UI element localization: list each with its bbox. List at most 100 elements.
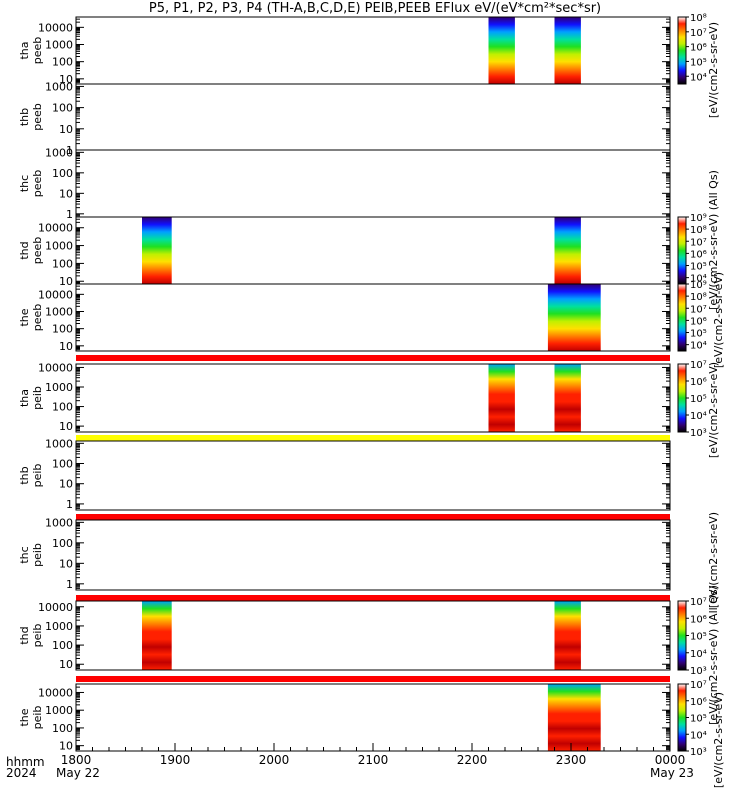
panel-frame-thc-peib	[75, 519, 671, 591]
colorbar-tick-the-peib-1: 10⁴	[690, 730, 707, 741]
y-tick-label-thd-peeb-0: 10	[59, 275, 73, 288]
panel-frame-thc-peeb	[75, 149, 671, 218]
panel-label-product-thc-peib: peib	[31, 543, 44, 567]
panel-label-probe-the-peeb: the	[18, 308, 31, 326]
y-tick-label-the-peeb-0: 10	[59, 340, 73, 353]
colorbar-tick-the-peib-4: 10⁷	[690, 680, 707, 691]
panel-thd-peib: 10 100 1000 10000 thd peib	[18, 600, 671, 671]
panel-tha-peeb: 10 100 1000 10000 tha peeb	[18, 16, 671, 86]
y-tick-label-tha-peib-3: 10000	[38, 361, 73, 374]
panel-label-product-thc-peeb: peeb	[31, 170, 44, 198]
panel-label-product-thd-peib: peib	[31, 624, 44, 648]
panel-label-product-tha-peib: peib	[31, 386, 44, 410]
colorbar-tick-thd-peib-3: 10⁶	[690, 614, 707, 625]
y-tick-label-the-peib-1: 100	[52, 722, 73, 735]
colorbar-tick-thd-peeb-3: 10⁷	[690, 237, 707, 248]
panel-label-product-the-peib: peib	[31, 706, 44, 730]
page-title: P5, P1, P2, P3, P4 (TH-A,B,C,D,E) PEIB,P…	[148, 1, 602, 16]
y-tick-label-the-peeb-3: 10000	[38, 288, 73, 301]
y-tick-label-tha-peeb-1: 100	[52, 56, 73, 69]
x-tick-label-5: 2300	[556, 753, 587, 767]
colorbar-tick-the-peeb-1: 10⁵	[690, 329, 707, 340]
colorbar-title-2: [eV/(cm2-s-sr-eV)	[712, 272, 725, 368]
y-tick-label-the-peeb-1: 100	[52, 323, 73, 336]
y-tick-label-the-peeb-2: 1000	[45, 306, 73, 319]
flag-bar-thd-peib	[76, 676, 670, 682]
panel-label-probe-thd-peeb: thd	[18, 241, 31, 259]
panel-tha-peib: 10 100 1000 10000 tha peib	[18, 361, 671, 433]
y-tick-label-thc-peib-2: 100	[52, 537, 73, 550]
colorbar-tick-thd-peeb-4: 10⁸	[690, 225, 707, 236]
data-interval-thd-peib-0	[142, 601, 172, 670]
colorbar-tick-thd-peib-0: 10³	[690, 666, 707, 677]
x-tick-label-6: 0000	[655, 753, 686, 767]
time-row-label-hhmm: hhmm	[6, 755, 45, 769]
panel-label-probe-thd-peib: thd	[18, 626, 31, 644]
colorbar-tick-thd-peib-2: 10⁵	[690, 632, 707, 643]
data-interval-tha-peeb-1	[554, 17, 581, 84]
y-tick-label-tha-peeb-3: 10000	[38, 21, 73, 34]
data-interval-the-peeb-0	[547, 284, 601, 351]
y-tick-label-thb-peib-2: 100	[52, 458, 73, 471]
colorbars-layer: 10⁴10⁵10⁶10⁷10⁸10⁴10⁵10⁶10⁷10⁸10⁹10⁴10⁵1…	[677, 13, 707, 758]
panel-the-peib: 10 100 1000 10000 the peib	[18, 683, 671, 753]
time-row-label-year: 2024	[6, 766, 37, 780]
y-tick-label-thb-peeb-1: 10	[59, 123, 73, 136]
colorbar-title-1: [eV/(cm2-s-sr-eV) (All Qs)	[707, 170, 720, 310]
colorbar-tick-tha-peib-3: 10⁶	[690, 377, 707, 388]
colorbar-the-peib: 10³ 10⁴ 10⁵ 10⁶ 10⁷	[677, 680, 707, 758]
data-interval-thd-peib-1	[554, 601, 581, 670]
panel-thc-peeb: 1 10 100 1000 thc peeb	[18, 146, 671, 221]
colorbar-tick-tha-peib-2: 10⁵	[690, 394, 707, 405]
colorbar-title-0: [eV/(cm2-s-sr-eV)	[707, 22, 720, 118]
y-tick-label-thb-peeb-0: 1	[66, 144, 73, 157]
y-tick-label-thc-peeb-1: 10	[59, 187, 73, 200]
colorbar-title-5: [eV/(cm2-s-sr-eV) (All Qs)	[707, 585, 720, 725]
colorbar-title-4: [eV/(cm2-s-sr-eV)	[707, 512, 720, 608]
panel-label-probe-the-peib: the	[18, 708, 31, 726]
x-tick-label-0: 1800	[61, 753, 92, 767]
colorbar-tick-tha-peeb-4: 10⁸	[690, 13, 707, 24]
panel-label-product-tha-peeb: peeb	[31, 37, 44, 65]
colorbar-tick-tha-peeb-2: 10⁶	[690, 43, 707, 54]
y-tick-label-thb-peeb-2: 100	[52, 102, 73, 115]
colorbar-tick-tha-peeb-1: 10⁵	[690, 57, 707, 68]
panel-thb-peib: 1 10 100 1000 thb peib	[18, 437, 671, 511]
y-tick-label-thd-peib-0: 10	[59, 658, 73, 671]
y-tick-label-tha-peib-1: 100	[52, 401, 73, 414]
date-start-label: May 22	[56, 766, 100, 780]
colorbar-tick-the-peeb-4: 10⁸	[690, 292, 707, 303]
y-tick-label-tha-peeb-0: 10	[59, 73, 73, 86]
data-interval-tha-peib-0	[488, 364, 515, 432]
colorbar-tick-tha-peib-1: 10⁴	[690, 411, 707, 422]
panel-thb-peeb: 1 10 100 1000 thb peeb	[18, 80, 671, 157]
colorbar-tha-peib: 10³ 10⁴ 10⁵ 10⁶ 10⁷	[677, 360, 707, 439]
y-tick-label-thd-peeb-1: 100	[52, 257, 73, 270]
panel-label-probe-tha-peib: tha	[18, 389, 31, 407]
data-interval-the-peib-0	[547, 684, 601, 751]
colorbar-thd-peib: 10³ 10⁴ 10⁵ 10⁶ 10⁷	[677, 597, 707, 677]
colorbar-tick-the-peib-3: 10⁶	[690, 697, 707, 708]
colorbar-tick-tha-peib-4: 10⁷	[690, 360, 707, 371]
y-tick-label-tha-peeb-2: 1000	[45, 39, 73, 52]
flag-bars-layer	[76, 355, 670, 682]
panel-the-peeb: 10 100 1000 10000 the peeb	[18, 283, 671, 353]
y-tick-label-thd-peeb-2: 1000	[45, 240, 73, 253]
panel-label-probe-tha-peeb: tha	[18, 41, 31, 59]
panel-thd-peeb: 10 100 1000 10000 thd peeb	[18, 216, 671, 288]
x-tick-label-3: 2100	[358, 753, 389, 767]
y-tick-label-thc-peeb-2: 100	[52, 167, 73, 180]
y-tick-label-the-peib-3: 10000	[38, 686, 73, 699]
panel-label-product-thb-peeb: peeb	[31, 103, 44, 131]
panel-label-probe-thc-peeb: thc	[18, 175, 31, 192]
panel-label-product-thb-peib: peib	[31, 464, 44, 488]
date-end-label: May 23	[650, 766, 694, 780]
colorbar-tick-thd-peib-1: 10⁴	[690, 649, 707, 660]
y-tick-label-thc-peeb-3: 1000	[45, 146, 73, 159]
colorbar-tick-thd-peeb-1: 10⁵	[690, 262, 707, 273]
colorbar-tick-the-peeb-2: 10⁶	[690, 316, 707, 327]
colorbar-tick-tha-peeb-3: 10⁷	[690, 28, 707, 39]
